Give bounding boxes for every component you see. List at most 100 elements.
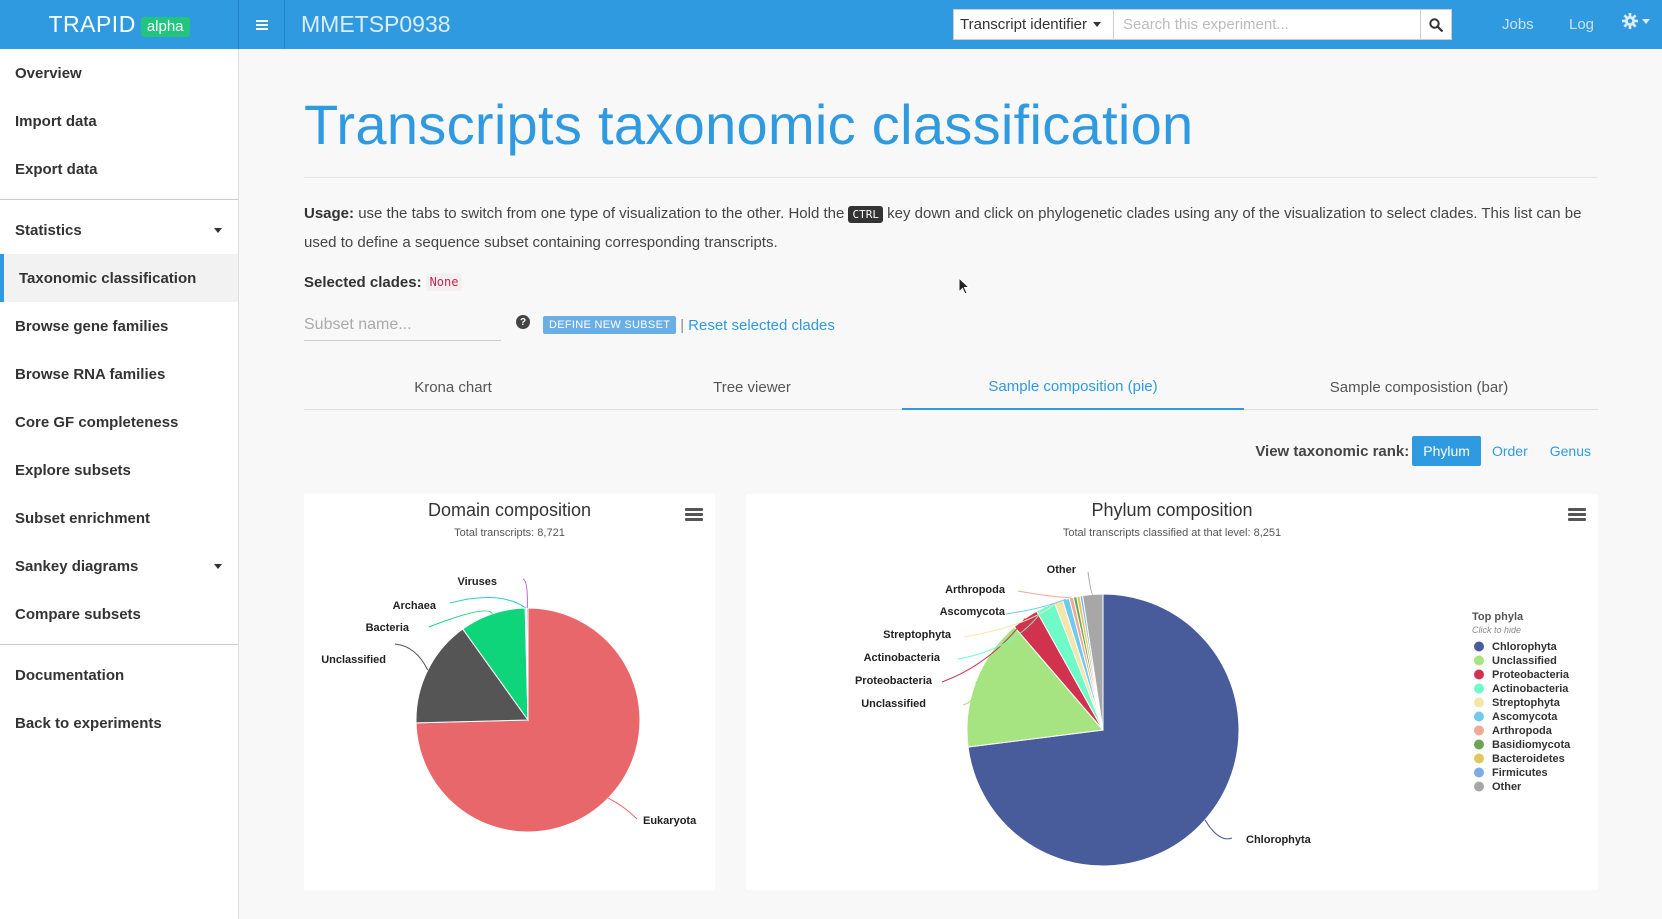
pie-connector-unclassified — [394, 643, 429, 671]
sidebar-item-browse-gene-families[interactable]: Browse gene families — [15, 317, 169, 335]
legend-label: Proteobacteria — [1492, 669, 1570, 681]
pie-connector-bacteria — [428, 610, 493, 628]
sidebar-item-explore-subsets[interactable]: Explore subsets — [15, 461, 131, 479]
legend-swatch — [1474, 641, 1484, 652]
pie-label-ascomycota: Ascomycota — [940, 606, 1006, 618]
legend-label: Ascomycota — [1492, 711, 1558, 723]
legend-label: Unclassified — [1492, 655, 1557, 667]
sidebar-item-import-data[interactable]: Import data — [15, 112, 97, 130]
search-group: Transcript identifier — [953, 9, 1452, 41]
top-navbar: TRAPID alpha MMETSP0938 Transcript ident… — [0, 0, 1662, 49]
legend-item-ascomycota[interactable]: Ascomycota — [1474, 711, 1558, 723]
pie-slice-viruses[interactable] — [526, 607, 529, 721]
pie-label-arthropoda: Arthropoda — [945, 584, 1006, 596]
sidebar-item-overview[interactable]: Overview — [15, 64, 82, 82]
legend-item-basidiomycota[interactable]: Basidiomycota — [1474, 739, 1571, 751]
legend-item-bacteroidetes[interactable]: Bacteroidetes — [1474, 753, 1565, 765]
legend-label: Actinobacteria — [1492, 683, 1569, 695]
legend-label: Basidiomycota — [1492, 739, 1571, 751]
chevron-down-icon — [214, 228, 222, 233]
legend-item-proteobacteria[interactable]: Proteobacteria — [1474, 669, 1570, 681]
pie-slice-unclassified[interactable] — [415, 628, 529, 724]
pie-label-streptophyta: Streptophyta — [883, 629, 952, 641]
legend-title: Top phyla — [1472, 611, 1524, 623]
sidebar-item-statistics[interactable]: Statistics — [0, 206, 238, 254]
legend-swatch — [1474, 697, 1484, 708]
pie-slice-unclassified[interactable] — [966, 626, 1104, 748]
define-new-subset-button[interactable]: DEFINE NEW SUBSET — [543, 316, 677, 334]
search-button[interactable] — [1421, 9, 1452, 40]
legend-item-other[interactable]: Other — [1474, 781, 1522, 793]
hamburger-icon[interactable] — [239, 0, 285, 49]
chevron-down-icon — [214, 564, 222, 569]
subset-name-input[interactable] — [304, 309, 501, 341]
legend-swatch — [1474, 725, 1484, 736]
legend-swatch — [1474, 669, 1484, 680]
tab-sample-composition-bar[interactable]: Sample composistion (bar) — [1329, 378, 1509, 396]
visualization-tabs: Krona chart Tree viewer Sample compositi… — [304, 365, 1598, 410]
pie-connector-unclassified — [962, 681, 977, 706]
ctrl-key: CTRL — [848, 206, 883, 223]
pie-label-bacteria: Bacteria — [366, 622, 410, 634]
pie-connector-other — [1087, 571, 1094, 595]
brand-name: TRAPID — [48, 11, 136, 37]
legend-label: Bacteroidetes — [1492, 753, 1565, 765]
sidebar-item-sankey-diagrams[interactable]: Sankey diagrams — [0, 542, 238, 590]
legend-item-firmicutes[interactable]: Firmicutes — [1474, 767, 1548, 779]
taxonomic-rank-label: View taxonomic rank: — [1255, 442, 1410, 460]
chart-menu-icon[interactable] — [685, 508, 703, 522]
legend-item-chlorophyta[interactable]: Chlorophyta — [1474, 641, 1558, 653]
domain-composition-chart: Domain composition Total transcripts: 8,… — [304, 494, 715, 890]
brand-logo[interactable]: TRAPID alpha — [0, 0, 239, 49]
jobs-link[interactable]: Jobs — [1502, 16, 1534, 33]
rank-button-phylum[interactable]: Phylum — [1412, 436, 1481, 466]
legend-swatch — [1474, 711, 1484, 722]
legend-item-actinobacteria[interactable]: Actinobacteria — [1474, 683, 1569, 695]
selected-clades: Selected clades: None — [304, 273, 1598, 291]
sidebar: Overview Import data Export data Statist… — [0, 49, 239, 919]
legend-swatch — [1474, 753, 1484, 764]
sidebar-item-browse-rna-families[interactable]: Browse RNA families — [15, 365, 166, 383]
subset-form: ? DEFINE NEW SUBSET | Reset selected cla… — [304, 309, 1598, 341]
search-type-select[interactable]: Transcript identifier — [953, 9, 1113, 40]
search-icon — [1429, 17, 1443, 32]
sidebar-item-taxonomic-classification[interactable]: Taxonomic classification — [0, 254, 238, 302]
sidebar-item-export-data[interactable]: Export data — [15, 160, 98, 178]
legend-swatch — [1474, 767, 1484, 778]
rank-button-order[interactable]: Order — [1491, 443, 1528, 459]
sidebar-item-compare-subsets[interactable]: Compare subsets — [15, 605, 141, 623]
main-content: Transcripts taxonomic classification Usa… — [304, 49, 1598, 466]
search-input[interactable] — [1113, 9, 1421, 40]
pie-connector-viruses — [522, 578, 528, 609]
pie-connector-arthropoda — [1017, 590, 1072, 599]
sidebar-item-core-gf-completeness[interactable]: Core GF completeness — [15, 413, 179, 431]
phylum-pie-svg: Chlorophyta Unclassified Proteobacteria Act… — [855, 564, 1571, 867]
question-circle-icon[interactable]: ? — [516, 315, 530, 329]
sidebar-item-documentation[interactable]: Documentation — [15, 666, 125, 684]
pie-connector-archaea — [449, 597, 527, 609]
reset-selected-clades-link[interactable]: Reset selected clades — [688, 316, 835, 334]
pie-connector-actinobacteria — [957, 606, 1046, 660]
pie-connector-eukaryota — [607, 797, 638, 820]
legend-item-arthropoda[interactable]: Arthropoda — [1474, 725, 1553, 737]
tab-tree-viewer[interactable]: Tree viewer — [713, 378, 791, 396]
chart-subtitle: Total transcripts classified at that lev… — [1062, 527, 1282, 539]
sidebar-item-back-to-experiments[interactable]: Back to experiments — [15, 714, 162, 732]
settings-menu[interactable] — [1622, 13, 1650, 29]
tab-krona-chart[interactable]: Krona chart — [414, 378, 492, 396]
legend-item-unclassified[interactable]: Unclassified — [1474, 655, 1557, 667]
rank-button-genus[interactable]: Genus — [1549, 443, 1591, 459]
legend-swatch — [1474, 739, 1484, 750]
log-link[interactable]: Log — [1569, 16, 1595, 33]
phylum-composition-chart: Phylum composition Total transcripts cla… — [746, 494, 1598, 890]
legend-item-streptophyta[interactable]: Streptophyta — [1474, 697, 1561, 709]
search-type-value: Transcript identifier — [960, 16, 1087, 33]
legend-label: Chlorophyta — [1492, 641, 1558, 653]
chart-menu-icon[interactable] — [1568, 508, 1586, 522]
sidebar-item-subset-enrichment[interactable]: Subset enrichment — [15, 509, 151, 527]
legend-label: Firmicutes — [1492, 767, 1548, 779]
usage-text: Usage: use the tabs to switch from one t… — [304, 200, 1598, 257]
experiment-title: MMETSP0938 — [301, 11, 451, 37]
pie-label-actinobacteria: Actinobacteria — [864, 652, 941, 664]
tab-sample-composition-pie[interactable]: Sample composition (pie) — [902, 365, 1244, 410]
